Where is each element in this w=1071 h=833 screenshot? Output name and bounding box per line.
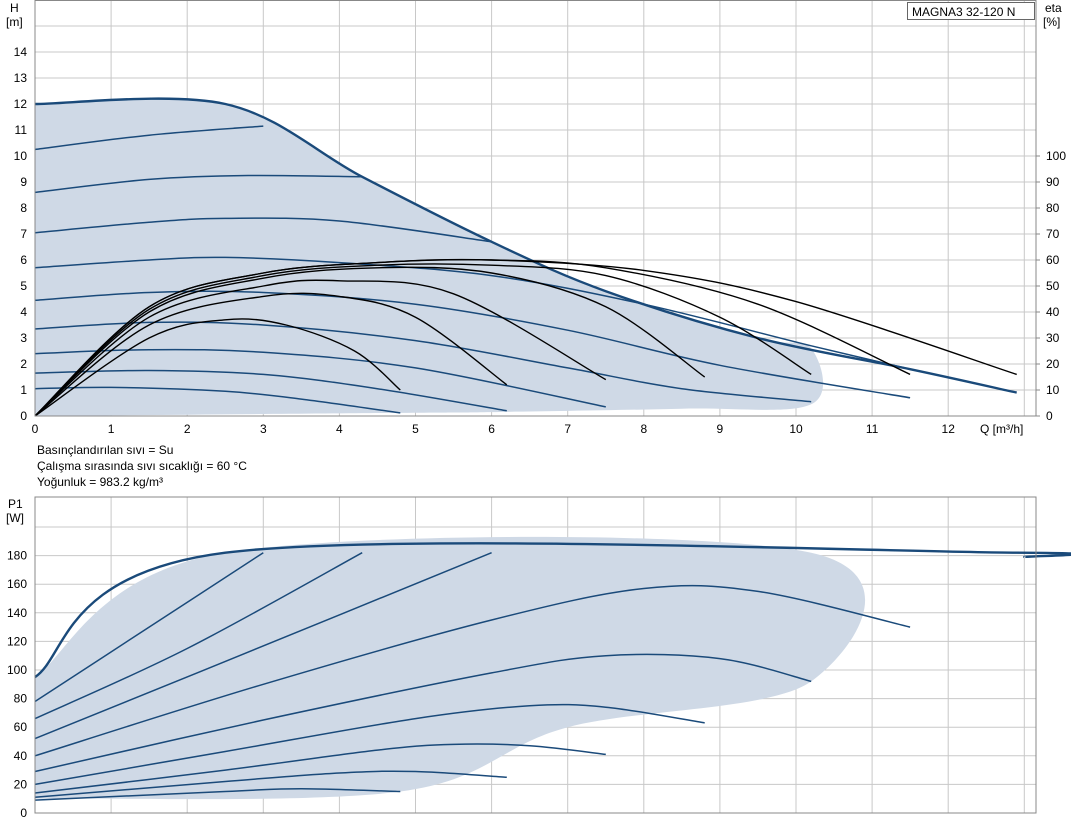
y-tick-label-bottom: 80 (14, 692, 28, 706)
y-tick-label: 3 (20, 331, 27, 345)
y2-tick-label: 100 (1046, 149, 1066, 163)
power-curve (34, 584, 911, 757)
y-tick-label-bottom: 20 (14, 777, 28, 791)
fluid-info: Basınçlandırılan sıvı = Su (37, 443, 174, 457)
power-curve (34, 552, 264, 703)
operating-envelope-bottom (35, 536, 866, 800)
y-tick-label: 11 (15, 123, 28, 137)
x-tick-label: 3 (260, 422, 267, 436)
head-curve (34, 256, 911, 370)
x-axis-label: Q [m³/h] (980, 422, 1023, 436)
power-curve (34, 703, 705, 786)
power-curve (34, 653, 812, 773)
power-curve (34, 787, 401, 801)
y2-tick-label: 40 (1046, 305, 1060, 319)
head-chart: 0 1 2 3 4 5 6 7 8 9 10 11 12 Q [m³/h]0123456789101112… (6, 0, 1066, 436)
y-tick-label: 9 (20, 175, 27, 189)
model-label: MAGNA3 32-120 N (907, 2, 1035, 20)
y-tick-label-bottom: 0 (20, 806, 27, 820)
head-curve (34, 217, 492, 243)
y-axis-label-bottom: P1 (8, 497, 23, 511)
y-axis-label-top: H (10, 1, 19, 15)
y-tick-label: 8 (20, 201, 27, 215)
x-tick-label: 5 (412, 422, 419, 436)
y-tick-label: 10 (14, 149, 28, 163)
x-tick-label: 4 (336, 422, 343, 436)
head-curve (34, 125, 264, 151)
operating-envelope-top (35, 98, 824, 416)
x-tick-label: 2 (184, 422, 191, 436)
x-tick-label: 9 (717, 422, 724, 436)
y2-tick-label: 30 (1046, 331, 1060, 345)
power-curve (34, 743, 606, 794)
temperature-info: Çalışma sırasında sıvı sıcaklığı = 60 °C (37, 459, 247, 473)
y-tick-label-bottom: 40 (14, 749, 28, 763)
efficiency-curve (34, 318, 401, 417)
y2-tick-label: 60 (1046, 253, 1060, 267)
x-tick-label: 12 (942, 422, 956, 436)
plot-border-bottom (34, 496, 1037, 814)
efficiency-curve (34, 266, 706, 417)
y-tick-label: 1 (20, 383, 27, 397)
y2-axis-unit: [%] (1043, 15, 1060, 29)
y-tick-label: 12 (14, 97, 28, 111)
y2-tick-label: 70 (1046, 227, 1060, 241)
y-tick-label: 14 (14, 45, 28, 59)
y-tick-label: 13 (14, 71, 28, 85)
y2-tick-label: 50 (1046, 279, 1060, 293)
y2-tick-label: 90 (1046, 175, 1060, 189)
y-tick-label-bottom: 100 (7, 663, 27, 677)
y-tick-label: 4 (20, 305, 27, 319)
x-tick-label: 10 (789, 422, 803, 436)
head-curve (34, 386, 401, 414)
y2-tick-label: 0 (1046, 409, 1053, 423)
efficiency-curve (34, 292, 508, 417)
power-curve (34, 542, 1071, 679)
y2-tick-label: 80 (1046, 201, 1060, 215)
y-axis-unit-top: [m] (6, 15, 23, 29)
head-curve (34, 348, 606, 408)
y-tick-label-bottom: 180 (7, 549, 27, 563)
y-tick-label: 7 (20, 227, 27, 241)
y-axis-unit-bottom: [W] (6, 511, 24, 525)
efficiency-curve (34, 263, 812, 417)
head-curve (34, 321, 812, 403)
head-curve (34, 290, 911, 399)
efficiency-curve (34, 258, 1017, 417)
head-curve (34, 174, 363, 194)
power-chart: 0 20 40 60 80 100 120 140 160 180 P1[W] (6, 496, 1071, 820)
x-tick-label: 0 (32, 422, 39, 436)
y-tick-label-bottom: 60 (14, 720, 28, 734)
y-tick-label-bottom: 140 (7, 606, 27, 620)
power-curve (34, 552, 363, 720)
x-tick-label: 1 (108, 422, 115, 436)
x-tick-label: 6 (488, 422, 495, 436)
y2-tick-label: 10 (1046, 383, 1060, 397)
y-tick-label: 5 (20, 279, 27, 293)
y-tick-label: 6 (20, 253, 27, 267)
y-tick-label: 2 (20, 357, 27, 371)
y2-axis-label: eta (1045, 1, 1062, 15)
y2-tick-label: 20 (1046, 357, 1060, 371)
y-tick-label-bottom: 160 (7, 577, 27, 591)
power-curve (34, 770, 507, 799)
x-tick-label: 7 (564, 422, 571, 436)
x-tick-label: 11 (866, 422, 879, 436)
x-tick-label: 8 (640, 422, 647, 436)
density-info: Yoğunluk = 983.2 kg/m³ (37, 475, 163, 489)
efficiency-curve (34, 279, 607, 417)
y-tick-label: 0 (20, 409, 27, 423)
power-curve (34, 552, 492, 740)
head-curve (34, 369, 507, 412)
y-tick-label-bottom: 120 (7, 634, 27, 648)
